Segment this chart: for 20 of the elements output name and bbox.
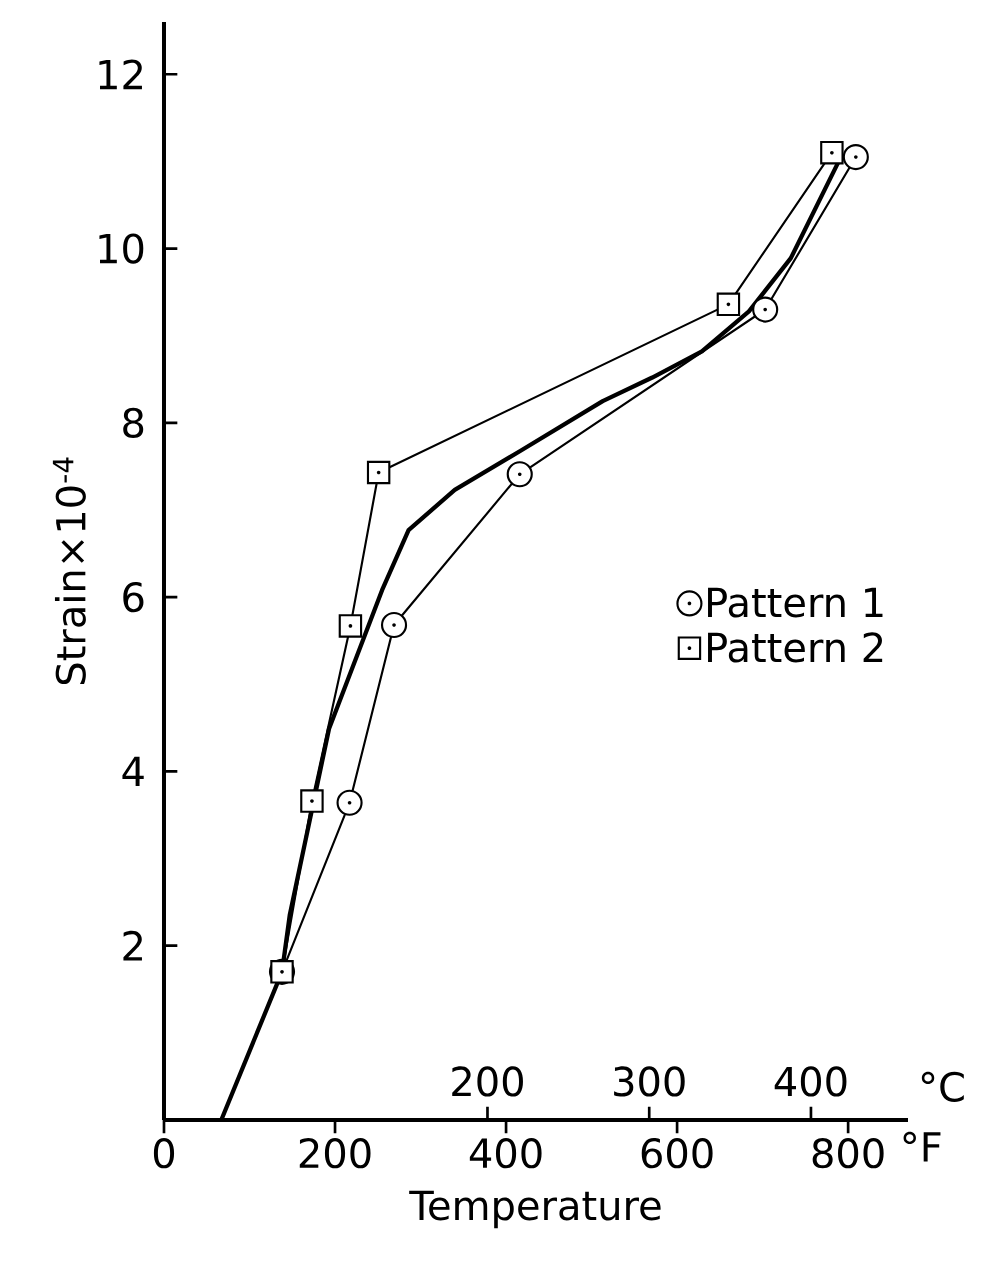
x-tick-label: 400 [469, 1138, 542, 1169]
x2-axis-title: °C [921, 1071, 964, 1102]
x-axis-title: Temperature [409, 1190, 661, 1229]
legend-label: Pattern 1 [708, 587, 883, 618]
legend-label: Pattern 2 [708, 632, 883, 663]
x-tick-label: 600 [641, 1138, 713, 1169]
y-tick-label: 6 [123, 582, 144, 613]
x2-tick-label: 300 [614, 1066, 685, 1097]
x-tick-label: 800 [812, 1138, 884, 1169]
x-tick-label: 0 [153, 1138, 175, 1169]
text: °F [903, 1131, 941, 1162]
x-tick-label: 200 [299, 1138, 371, 1169]
y-tick-label: 12 [99, 59, 142, 90]
y-tick-label: 8 [123, 407, 144, 438]
y-tick-label: 4 [122, 756, 144, 786]
x2-tick-label: 200 [452, 1066, 523, 1097]
x2-tick-label: 400 [774, 1066, 847, 1097]
y-axis-title: Strain×10$^{-4}$ [52, 457, 86, 685]
y-tick-label: 2 [123, 930, 142, 961]
y-tick-label: 10 [99, 233, 144, 264]
